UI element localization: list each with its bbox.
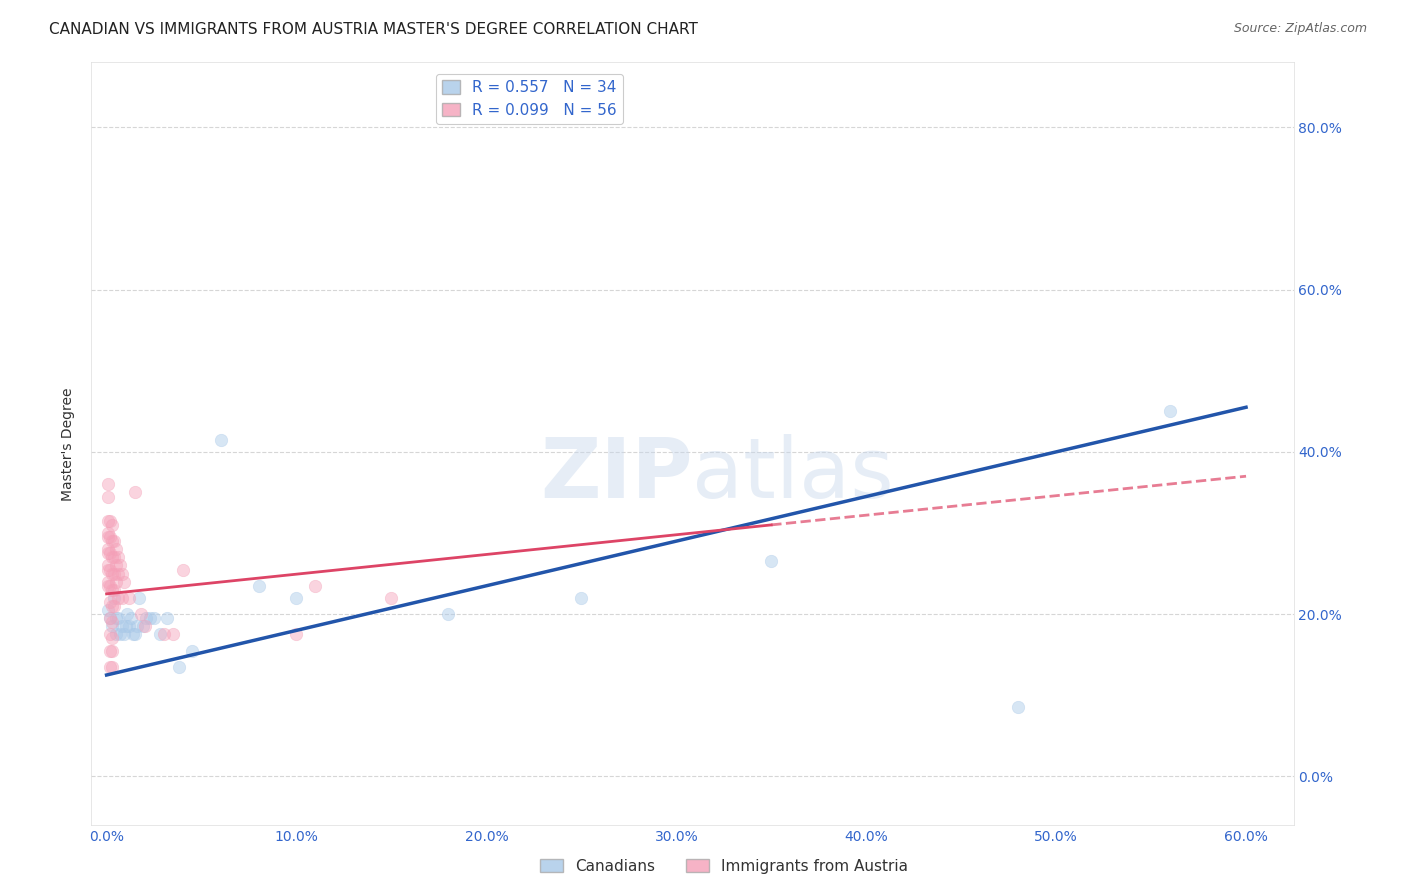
Point	[437, 607, 460, 622]
Point	[101, 517, 124, 532]
Point	[285, 627, 308, 641]
Point	[97, 490, 120, 504]
Point	[97, 579, 120, 593]
Point	[114, 619, 136, 633]
Point	[1159, 404, 1181, 418]
Point	[103, 550, 125, 565]
Point	[100, 611, 122, 625]
Point	[247, 579, 270, 593]
Legend: Canadians, Immigrants from Austria: Canadians, Immigrants from Austria	[534, 853, 914, 880]
Point	[97, 542, 120, 557]
Point	[125, 619, 148, 633]
Point	[112, 627, 135, 641]
Legend: R = 0.557   N = 34, R = 0.099   N = 56: R = 0.557 N = 34, R = 0.099 N = 56	[436, 74, 623, 124]
Point	[129, 607, 152, 622]
Point	[103, 534, 125, 549]
Point	[107, 550, 129, 565]
Point	[100, 595, 122, 609]
Point	[128, 591, 150, 605]
Point	[134, 619, 156, 633]
Point	[101, 643, 124, 657]
Point	[105, 627, 128, 641]
Point	[97, 514, 120, 528]
Point	[124, 485, 146, 500]
Point	[131, 619, 153, 633]
Point	[118, 619, 141, 633]
Point	[100, 530, 122, 544]
Point	[103, 582, 125, 597]
Point	[100, 660, 122, 674]
Point	[101, 550, 124, 565]
Point	[139, 611, 162, 625]
Point	[103, 591, 125, 605]
Point	[117, 607, 139, 622]
Point	[149, 627, 172, 641]
Point	[111, 619, 134, 633]
Point	[97, 530, 120, 544]
Point	[101, 615, 124, 630]
Point	[108, 558, 131, 573]
Point	[120, 611, 142, 625]
Point	[100, 514, 122, 528]
Point	[1007, 700, 1029, 714]
Point	[107, 566, 129, 581]
Point	[156, 611, 179, 625]
Text: CANADIAN VS IMMIGRANTS FROM AUSTRIA MASTER'S DEGREE CORRELATION CHART: CANADIAN VS IMMIGRANTS FROM AUSTRIA MAST…	[49, 22, 699, 37]
Point	[172, 562, 194, 576]
Point	[97, 603, 120, 617]
Point	[761, 554, 783, 568]
Point	[101, 534, 124, 549]
Point	[304, 579, 326, 593]
Point	[105, 574, 128, 589]
Point	[101, 566, 124, 581]
Point	[111, 566, 134, 581]
Text: Source: ZipAtlas.com: Source: ZipAtlas.com	[1233, 22, 1367, 36]
Point	[100, 579, 122, 593]
Point	[97, 558, 120, 573]
Point	[152, 627, 174, 641]
Point	[108, 627, 131, 641]
Point	[100, 627, 122, 641]
Point	[135, 611, 157, 625]
Point	[101, 582, 124, 597]
Point	[112, 574, 135, 589]
Point	[101, 599, 124, 613]
Point	[100, 562, 122, 576]
Point	[97, 546, 120, 560]
Point	[105, 611, 128, 625]
Point	[105, 542, 128, 557]
Point	[101, 619, 124, 633]
Point	[97, 574, 120, 589]
Text: ZIP: ZIP	[540, 434, 692, 515]
Point	[162, 627, 184, 641]
Point	[143, 611, 166, 625]
Point	[107, 611, 129, 625]
Point	[100, 546, 122, 560]
Point	[380, 591, 402, 605]
Point	[105, 558, 128, 573]
Point	[97, 562, 120, 576]
Point	[111, 591, 134, 605]
Point	[122, 627, 145, 641]
Point	[101, 660, 124, 674]
Point	[100, 643, 122, 657]
Point	[167, 660, 190, 674]
Point	[569, 591, 592, 605]
Point	[97, 526, 120, 541]
Y-axis label: Master's Degree: Master's Degree	[62, 387, 76, 500]
Point	[96, 477, 118, 491]
Text: atlas: atlas	[692, 434, 894, 515]
Point	[209, 433, 232, 447]
Point	[124, 627, 146, 641]
Point	[181, 643, 204, 657]
Point	[118, 591, 141, 605]
Point	[101, 632, 124, 646]
Point	[103, 599, 125, 613]
Point	[100, 611, 122, 625]
Point	[103, 566, 125, 581]
Point	[285, 591, 308, 605]
Point	[107, 591, 129, 605]
